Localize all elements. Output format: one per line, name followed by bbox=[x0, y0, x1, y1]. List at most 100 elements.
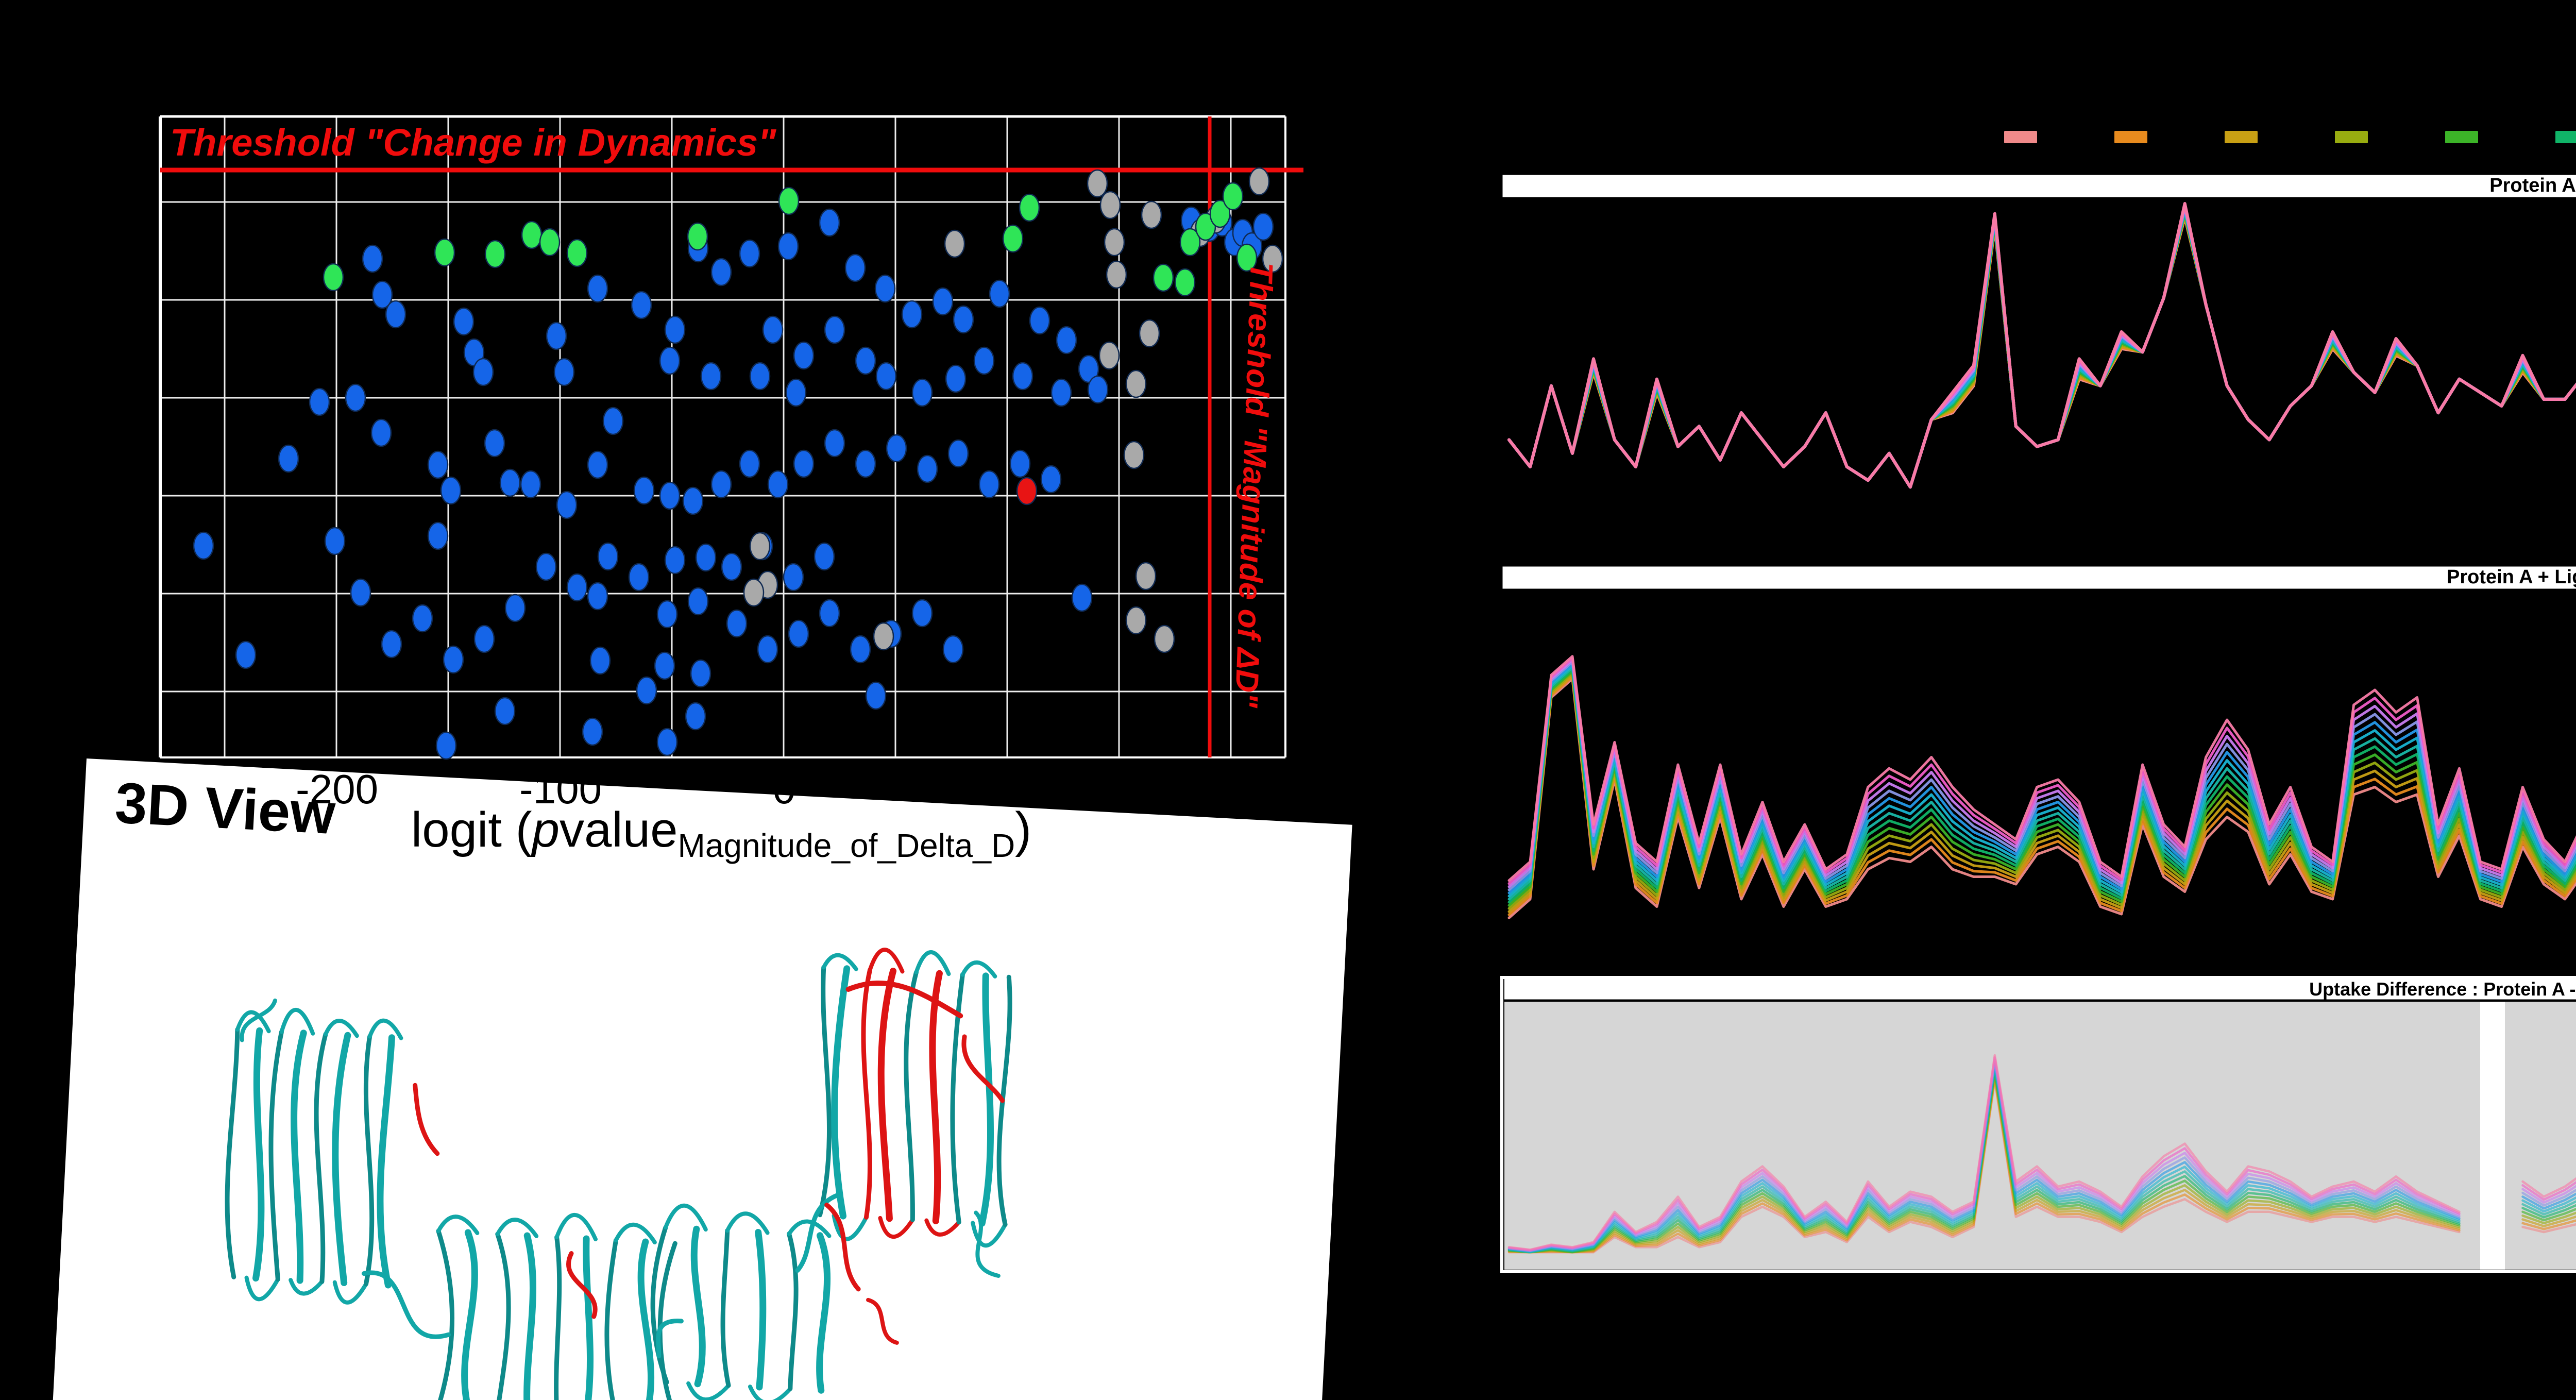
volcano-point-blue[interactable] bbox=[427, 450, 449, 479]
volcano-point-blue[interactable] bbox=[324, 527, 346, 555]
volcano-point-blue[interactable] bbox=[695, 543, 717, 572]
volcano-point-blue[interactable] bbox=[636, 676, 657, 705]
volcano-point-gray[interactable] bbox=[1123, 441, 1145, 469]
volcano-point-gray[interactable] bbox=[1087, 169, 1108, 198]
volcano-point-blue[interactable] bbox=[440, 476, 462, 505]
volcano-point-green[interactable] bbox=[1222, 182, 1244, 211]
volcano-point-blue[interactable] bbox=[412, 604, 433, 633]
volcano-point-blue[interactable] bbox=[494, 697, 516, 726]
volcano-point-blue[interactable] bbox=[587, 274, 608, 303]
volcano-point-blue[interactable] bbox=[844, 254, 866, 282]
volcano-point-blue[interactable] bbox=[874, 274, 896, 303]
volcano-point-gray[interactable] bbox=[1099, 191, 1121, 220]
volcano-point-blue[interactable] bbox=[947, 439, 969, 468]
uptake-trace-1[interactable] bbox=[1509, 639, 2576, 915]
volcano-point-blue[interactable] bbox=[473, 625, 495, 653]
legend-swatch-5[interactable] bbox=[2555, 131, 2576, 143]
uptake-panel-protein-a-ligand[interactable]: Protein A + Ligand bbox=[1502, 562, 2576, 982]
volcano-point-blue[interactable] bbox=[978, 470, 1000, 499]
volcano-point-gray[interactable] bbox=[944, 229, 965, 258]
volcano-point-blue[interactable] bbox=[785, 378, 807, 407]
volcano-point-blue[interactable] bbox=[278, 444, 299, 473]
uptake-trace-2[interactable] bbox=[1509, 638, 2576, 912]
volcano-point-blue[interactable] bbox=[824, 315, 845, 344]
legend-swatch-0[interactable] bbox=[2004, 131, 2037, 143]
volcano-point-blue[interactable] bbox=[865, 681, 887, 710]
volcano-point-blue[interactable] bbox=[656, 728, 678, 756]
volcano-point-blue[interactable] bbox=[345, 383, 366, 412]
volcano-point-blue[interactable] bbox=[710, 470, 732, 499]
volcano-point-blue[interactable] bbox=[556, 491, 578, 519]
volcano-point-green[interactable] bbox=[778, 187, 800, 215]
volcano-point-blue[interactable] bbox=[597, 542, 619, 571]
volcano-point-green[interactable] bbox=[1236, 243, 1258, 272]
volcano-point-gray[interactable] bbox=[1248, 167, 1270, 196]
volcano-point-blue[interactable] bbox=[739, 239, 760, 268]
volcano-point-blue[interactable] bbox=[757, 635, 778, 664]
volcano-point-blue[interactable] bbox=[953, 305, 974, 334]
volcano-point-blue[interactable] bbox=[721, 552, 742, 581]
volcano-point-blue[interactable] bbox=[427, 521, 449, 550]
volcano-point-blue[interactable] bbox=[1087, 375, 1109, 404]
volcano-point-red[interactable] bbox=[1016, 477, 1038, 505]
volcano-point-blue[interactable] bbox=[875, 362, 897, 391]
volcano-point-blue[interactable] bbox=[945, 364, 967, 393]
volcano-point-blue[interactable] bbox=[911, 599, 933, 628]
volcano-point-gray[interactable] bbox=[749, 532, 771, 561]
uptake-trace-5[interactable] bbox=[1509, 632, 2576, 902]
volcano-point-blue[interactable] bbox=[901, 300, 923, 329]
volcano-point-blue[interactable] bbox=[819, 208, 840, 237]
volcano-point-blue[interactable] bbox=[371, 280, 393, 309]
volcano-point-blue[interactable] bbox=[659, 346, 681, 375]
volcano-point-blue[interactable] bbox=[793, 341, 815, 370]
volcano-point-blue[interactable] bbox=[1252, 212, 1274, 241]
uptake-trace-12[interactable] bbox=[1509, 204, 2576, 487]
volcano-point-blue[interactable] bbox=[602, 407, 624, 435]
volcano-point-blue[interactable] bbox=[911, 378, 933, 407]
volcano-point-green[interactable] bbox=[1153, 263, 1174, 292]
volcano-point-green[interactable] bbox=[521, 221, 543, 249]
volcano-point-blue[interactable] bbox=[819, 599, 840, 628]
legend-swatch-4[interactable] bbox=[2445, 131, 2478, 143]
volcano-point-blue[interactable] bbox=[682, 486, 704, 515]
volcano-point-blue[interactable] bbox=[193, 531, 214, 560]
volcano-point-blue[interactable] bbox=[1071, 583, 1093, 612]
volcano-point-blue[interactable] bbox=[553, 358, 575, 386]
volcano-point-blue[interactable] bbox=[814, 542, 835, 571]
volcano-point-blue[interactable] bbox=[855, 449, 876, 478]
volcano-point-blue[interactable] bbox=[700, 362, 722, 391]
volcano-point-blue[interactable] bbox=[793, 449, 815, 478]
volcano-point-gray[interactable] bbox=[1262, 244, 1283, 273]
volcano-point-blue[interactable] bbox=[381, 630, 402, 659]
volcano-point-blue[interactable] bbox=[749, 362, 771, 391]
volcano-point-blue[interactable] bbox=[1078, 355, 1099, 383]
volcano-point-blue[interactable] bbox=[385, 300, 406, 329]
volcano-point-blue[interactable] bbox=[710, 258, 732, 286]
uptake-trace-3[interactable] bbox=[1509, 636, 2576, 908]
volcano-point-blue[interactable] bbox=[850, 635, 871, 664]
volcano-point-green[interactable] bbox=[1002, 224, 1024, 253]
volcano-point-green[interactable] bbox=[687, 222, 708, 251]
volcano-point-blue[interactable] bbox=[520, 470, 541, 499]
volcano-point-blue[interactable] bbox=[504, 594, 526, 622]
volcano-point-blue[interactable] bbox=[309, 387, 330, 416]
volcano-point-blue[interactable] bbox=[1056, 326, 1077, 355]
volcano-point-blue[interactable] bbox=[656, 600, 678, 629]
volcano-point-blue[interactable] bbox=[685, 702, 706, 731]
volcano-point-blue[interactable] bbox=[453, 307, 474, 336]
volcano-point-blue[interactable] bbox=[762, 315, 784, 344]
volcano-point-blue[interactable] bbox=[973, 346, 995, 375]
volcano-point-blue[interactable] bbox=[582, 717, 603, 746]
volcano-point-blue[interactable] bbox=[350, 578, 371, 607]
volcano-point-blue[interactable] bbox=[628, 563, 650, 592]
volcano-point-gray[interactable] bbox=[1125, 369, 1147, 398]
volcano-point-blue[interactable] bbox=[654, 651, 675, 680]
volcano-point-green[interactable] bbox=[323, 263, 344, 292]
volcano-point-green[interactable] bbox=[566, 239, 588, 267]
volcano-point-blue[interactable] bbox=[664, 315, 686, 344]
volcano-point-gray[interactable] bbox=[1098, 341, 1120, 370]
volcano-point-blue[interactable] bbox=[687, 587, 709, 616]
volcano-plot[interactable]: Threshold "Change in Dynamics" Threshold… bbox=[129, 93, 1329, 778]
volcano-point-blue[interactable] bbox=[370, 418, 392, 447]
volcano-point-blue[interactable] bbox=[917, 454, 938, 483]
